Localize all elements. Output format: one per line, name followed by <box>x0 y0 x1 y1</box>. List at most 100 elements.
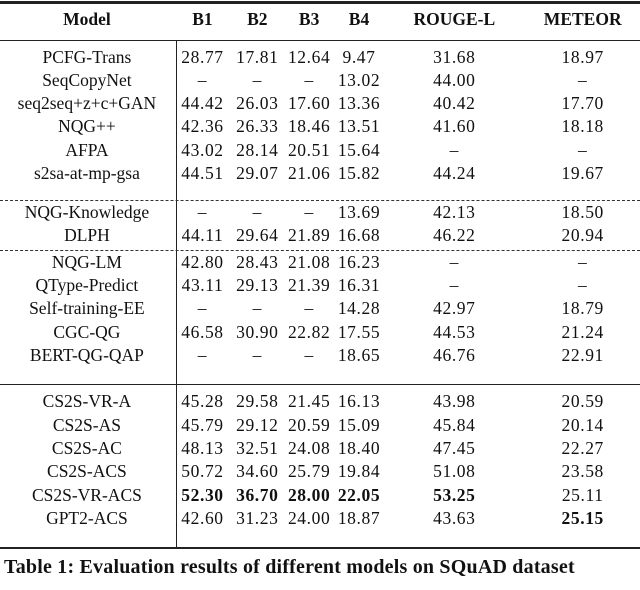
group-divider-2 <box>0 249 640 251</box>
cell-b4: 9.47 <box>342 46 376 67</box>
cell-rouge-l: 46.76 <box>433 345 476 365</box>
table-row: PCFG-Trans 28.77 17.81 12.64 9.47 31.68 18.97 <box>0 46 640 69</box>
cell-b1: 44.51 <box>181 163 224 183</box>
group-divider-1 <box>0 199 640 201</box>
table-row: NQG-LM 42.80 28.43 21.08 16.23 – – <box>0 251 640 274</box>
table-row: CS2S-AC 48.13 32.51 24.08 18.40 47.45 22.27 <box>0 437 640 460</box>
cell-b4: 16.23 <box>337 251 381 272</box>
header-b3: B3 <box>298 9 320 29</box>
cell-b2: 26.03 <box>236 93 279 114</box>
cell-b1: 45.79 <box>181 414 224 435</box>
cell-b3: 24.08 <box>287 437 331 458</box>
cell-meteor: 25.15 <box>561 507 604 528</box>
cell-b3: – <box>304 201 314 222</box>
cell-b3: 21.89 <box>287 225 331 246</box>
cell-b2: 29.12 <box>236 414 279 435</box>
table-row: CS2S-VR-ACS 52.30 36.70 28.00 22.05 53.25 25.1… <box>0 484 640 507</box>
model-name: CS2S-VR-ACS <box>31 484 142 505</box>
cell-rouge-l: 44.53 <box>433 321 476 342</box>
table-row: GPT2-ACS 42.60 31.23 24.00 18.87 43.63 25.15 <box>0 507 640 530</box>
table-row: CS2S-VR-A 45.28 29.58 21.45 16.13 43.98 20.59 <box>0 390 640 413</box>
cell-b2: – <box>252 69 262 90</box>
cell-meteor: 20.59 <box>561 391 604 412</box>
cell-meteor: 25.11 <box>561 484 604 505</box>
cell-meteor: 18.50 <box>561 201 604 222</box>
cell-b3: 22.82 <box>287 321 331 342</box>
cell-b1: 28.77 <box>181 46 224 67</box>
cell-b3: 28.00 <box>287 484 331 505</box>
cell-b1: 50.72 <box>181 461 224 482</box>
model-name: CS2S-AS <box>52 414 121 435</box>
cell-b3: 21.06 <box>287 163 331 183</box>
bottom-rule <box>0 547 640 549</box>
cell-b3: – <box>304 69 314 90</box>
cell-b2: 28.43 <box>236 251 279 272</box>
cell-b4: 15.82 <box>337 163 381 183</box>
model-name: BERT-QG-QAP <box>29 345 144 365</box>
cell-b4: 18.40 <box>337 437 381 458</box>
cell-rouge-l: 41.60 <box>433 116 476 137</box>
cell-rouge-l: 42.13 <box>433 201 476 222</box>
cell-b1: 42.80 <box>181 251 224 272</box>
table-row: seq2seq+z+c+GAN 44.42 26.03 17.60 13.36 40.42… <box>0 92 640 115</box>
cell-b4: 13.69 <box>337 201 381 222</box>
cell-b4: 16.31 <box>337 275 381 296</box>
cell-rouge-l: 46.22 <box>433 225 476 246</box>
cell-b1: 44.11 <box>181 225 224 246</box>
header-b4: B4 <box>348 9 370 29</box>
header-b2: B2 <box>247 9 268 29</box>
cell-meteor: 19.67 <box>561 163 604 183</box>
cell-b2: – <box>252 298 262 319</box>
header-rule <box>0 39 640 41</box>
cell-meteor: 18.18 <box>561 116 604 137</box>
column-divider <box>176 40 178 548</box>
table-caption: Table 1: Evaluation results of different… <box>4 556 575 578</box>
cell-b2: 30.90 <box>236 321 279 342</box>
cell-b4: 13.36 <box>337 93 381 114</box>
model-name: Self-training-EE <box>29 298 145 319</box>
table-row: NQG-Knowledge – – – 13.69 42.13 18.50 <box>0 201 640 224</box>
cell-b4: 13.02 <box>337 69 381 90</box>
cell-meteor: – <box>578 139 588 160</box>
cell-b1: 43.11 <box>181 275 224 296</box>
cell-rouge-l: 42.97 <box>433 298 476 319</box>
cell-meteor: 20.14 <box>561 414 604 435</box>
cell-b1: – <box>197 345 208 365</box>
cell-b2: 28.14 <box>236 139 279 160</box>
table-row: SeqCopyNet – – – 13.02 44.00 – <box>0 69 640 92</box>
model-name: DLPH <box>64 225 110 246</box>
cell-b4: 22.05 <box>337 484 381 505</box>
cell-b2: 31.23 <box>236 507 279 528</box>
cell-b2: 29.13 <box>236 275 279 296</box>
header-rouge-l: ROUGE-L <box>413 9 496 29</box>
cell-b1: – <box>197 298 208 319</box>
cell-b2: 36.70 <box>236 484 279 505</box>
cell-b4: 15.64 <box>337 139 381 160</box>
table-row: NQG++ 42.36 26.33 18.46 13.51 41.60 18.18 <box>0 115 640 138</box>
table-row: AFPA 43.02 28.14 20.51 15.64 – – <box>0 139 640 162</box>
cell-b2: 17.81 <box>236 46 279 67</box>
cell-b1: 45.28 <box>181 391 224 412</box>
cell-rouge-l: – <box>449 251 459 272</box>
cell-meteor: – <box>578 251 588 272</box>
model-name: PCFG-Trans <box>42 46 132 67</box>
cell-b1: 42.36 <box>181 116 224 137</box>
cell-meteor: 21.24 <box>561 321 604 342</box>
cell-meteor: – <box>578 275 588 296</box>
cell-b3: 21.45 <box>287 391 331 412</box>
model-name: CGC-QG <box>53 321 121 342</box>
table-row: CGC-QG 46.58 30.90 22.82 17.55 44.53 21.24 <box>0 321 640 344</box>
cell-b3: 24.00 <box>287 507 331 528</box>
cell-b1: 46.58 <box>181 321 224 342</box>
cell-rouge-l: 47.45 <box>433 437 476 458</box>
cell-rouge-l: 51.08 <box>433 461 476 482</box>
table-row: DLPH 44.11 29.64 21.89 16.68 46.22 20.94 <box>0 224 640 247</box>
cell-rouge-l: 53.25 <box>433 484 476 505</box>
cell-meteor: 18.79 <box>561 298 604 319</box>
cell-b4: 19.84 <box>337 461 381 482</box>
table-row: BERT-QG-QAP – – – 18.65 46.76 22.91 <box>0 344 640 367</box>
cell-meteor: 20.94 <box>561 225 604 246</box>
cell-b2: – <box>252 201 262 222</box>
cell-b2: 29.07 <box>236 163 279 183</box>
cell-b4: 14.28 <box>337 298 381 319</box>
